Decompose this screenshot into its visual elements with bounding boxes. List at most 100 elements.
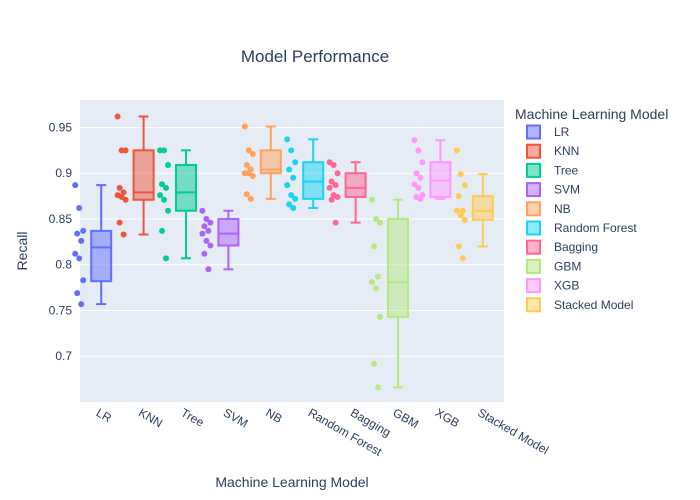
y-tick-label: 0.95 [49,120,73,134]
data-point [290,204,297,211]
legend-item-label[interactable]: Bagging [554,240,598,254]
legend-item-label[interactable]: LR [554,125,570,139]
legend-swatch[interactable] [526,143,541,159]
data-point [417,195,424,202]
box-group [369,196,409,391]
data-point [375,273,381,280]
data-point [161,196,167,203]
data-point [116,219,123,226]
data-point [159,227,165,234]
box-group [326,159,367,226]
box-iqr [471,195,494,221]
data-point [286,201,293,208]
data-point [411,137,418,144]
box-group [199,207,240,273]
data-point [334,170,341,177]
data-point [369,279,375,286]
legend-swatch[interactable] [526,162,541,178]
box-series [72,113,494,391]
box-iqr [344,172,367,199]
data-point [243,161,250,168]
x-tick-label: NB [263,405,284,425]
x-tick-label: SVM [221,405,251,430]
legend-item-label[interactable]: KNN [554,144,579,158]
legend-swatch[interactable] [526,201,541,217]
data-point [207,242,214,249]
data-point [375,384,381,391]
legend-swatch[interactable] [526,297,541,313]
data-point [461,182,468,189]
y-tick-label: 0.8 [55,258,72,272]
data-point [122,147,129,154]
data-point [249,172,256,179]
data-point [243,191,250,198]
data-point [159,181,165,188]
data-point [116,184,123,191]
data-point [284,136,291,143]
box-group [72,182,113,308]
data-point [419,159,426,166]
data-point [453,147,460,154]
data-point [120,231,127,238]
data-point [457,171,464,178]
data-point [205,227,212,234]
data-point [292,159,299,166]
data-point [72,182,79,189]
x-tick-label: LR [94,405,115,425]
box-group [157,147,197,262]
legend-item-label[interactable]: Stacked Model [554,298,633,312]
legend-swatch[interactable] [526,278,541,294]
box-group [241,123,282,202]
data-point [201,223,208,230]
data-point [163,184,169,191]
data-point [415,184,422,191]
data-point [207,219,214,226]
legend-item-label[interactable]: XGB [554,279,579,293]
data-point [72,250,79,257]
data-point [165,207,171,214]
data-point [457,212,464,219]
data-point [288,147,295,154]
y-axis-label: Recall [14,232,30,271]
data-point [334,194,341,201]
data-point [203,237,210,244]
data-point [157,192,163,199]
data-point [459,255,466,262]
box-group [453,147,494,262]
legend-item-label[interactable]: Tree [554,163,579,177]
box-iqr [90,229,113,283]
data-point [455,243,462,250]
legend-item-label[interactable]: GBM [554,259,581,273]
data-point [288,192,295,199]
data-point [163,255,169,262]
data-point [292,195,299,202]
legend-swatch[interactable] [526,182,541,198]
legend-swatch[interactable] [526,239,541,255]
data-point [326,184,333,191]
data-point [249,150,256,157]
data-point [286,166,293,173]
x-tick-label: GBM [391,405,422,431]
y-tick-label: 0.85 [49,212,73,226]
x-tick-label: Tree [179,405,207,429]
legend-swatch[interactable] [526,124,541,140]
data-point [247,195,254,202]
legend-swatch[interactable] [526,258,541,274]
legend-item-label[interactable]: SVM [554,183,580,197]
data-point [78,301,85,308]
y-tick-label: 0.7 [55,349,72,363]
data-point [332,182,339,189]
data-point [245,147,252,154]
data-point [114,113,121,120]
box-group [411,137,452,202]
data-point [74,230,81,237]
legend-swatch[interactable] [526,220,541,236]
y-tick-label: 0.9 [55,166,72,180]
data-point [461,216,468,223]
y-tick-label: 0.75 [49,303,73,317]
legend-item-label[interactable]: NB [554,202,571,216]
data-point [371,360,377,367]
legend-item-label[interactable]: Random Forest [554,221,637,235]
data-point [205,266,212,273]
